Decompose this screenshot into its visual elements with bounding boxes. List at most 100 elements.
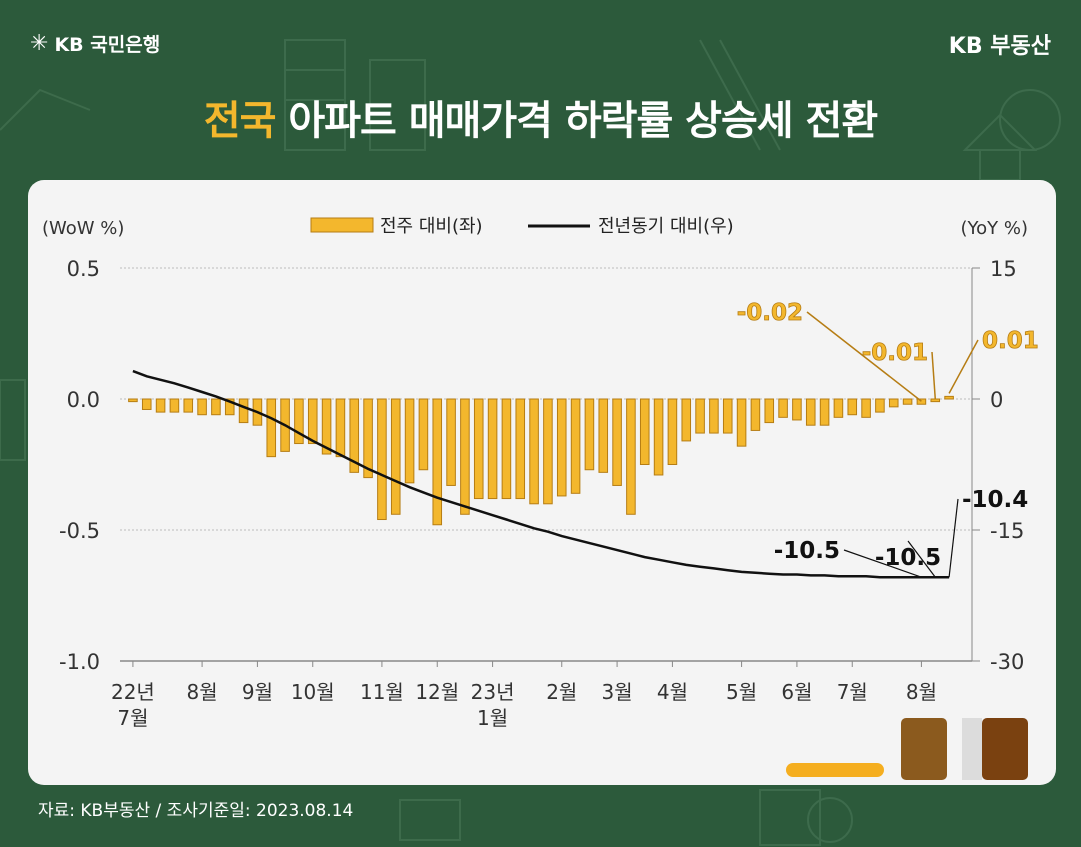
bar-wow [404,398,415,484]
bar-annotation-leader [806,311,922,402]
x-tick-label: 22년 [111,680,155,704]
yellow-bar-decoration [786,763,884,777]
bar-wow [446,398,456,486]
legend-bar-label: 전주 대비(좌) [380,216,483,237]
bar-annotation-leader [931,351,936,399]
kb-star-icon: ✳ [30,31,49,56]
left-tick-label: 0.0 [67,388,100,412]
building-outline-decoration [284,39,346,151]
bar-wow [321,398,332,455]
bar-wow [833,398,844,418]
brown-block-decoration [982,718,1028,780]
bar-wow [861,398,871,418]
bar-wow [363,398,373,479]
bar-wow [847,398,858,416]
bar-wow [169,398,180,413]
line-annotation-leader [843,549,922,578]
x-tick-label: 8월 [187,680,218,704]
bar-wow [183,398,194,413]
right-tick-label: -15 [990,519,1024,543]
bar-wow [930,398,941,403]
right-axis-label: (YoY %) [961,218,1028,239]
bar-annotation-label: -0.02 [737,300,803,326]
bar-wow [473,398,484,500]
bar-wow [529,398,539,505]
bar-wow [377,398,387,521]
bar-wow [141,398,152,410]
x-tick-label: 6월 [781,680,812,704]
combo-chart: 0.5 0.0 -0.5 -1.0 15 0 -15 -30 (WoW %) (YoY %) 전주 … [42,216,1039,780]
bar-wow [653,398,664,476]
bar-wow [570,398,581,494]
x-tick-label: 12월 [415,680,459,704]
line-annotation-label: -10.5 [875,545,941,571]
brown-block-decoration [901,718,947,780]
gray-block-decoration [962,718,982,780]
x-tick-label: 7월 [117,706,148,730]
x-tick-label: 2월 [546,680,577,704]
x-tick-label: 4월 [657,680,688,704]
bar-wow [612,398,622,486]
bar-wow [294,398,304,445]
page-title-rest: 아파트 매매가격 하락률 상승세 전환 [275,98,878,144]
bar-wow [695,398,705,434]
bar-wow [432,398,443,526]
bar-wow [418,398,429,471]
kb-bank-logo-text: KB 국민은행 [54,34,161,56]
bar-wow [709,398,719,434]
x-tick-label: 5월 [726,680,757,704]
building-outline-decoration [369,59,426,151]
line-yoy [132,369,950,579]
x-tick-label: 1월 [477,706,508,730]
bar-wow [639,398,650,465]
left-tick-label: -1.0 [59,650,100,674]
bar-wow [211,398,221,416]
legend-bar-swatch [310,217,374,233]
right-tick-label: 0 [990,388,1003,412]
x-tick-label: 3월 [602,680,633,704]
bar-wow [778,398,788,418]
bar-wow [667,398,678,465]
building-outline-decoration [0,379,26,461]
bar-wow [902,398,913,405]
bar-wow [460,398,470,515]
ruler-decoration [699,39,761,151]
bar-wow [888,398,899,408]
coin-decoration [807,797,853,843]
bar-wow [736,398,747,447]
kb-real-estate-logo: KB 부동산 [948,34,1051,59]
line-annotation-label: -10.4 [962,487,1028,513]
page-title: 전국 아파트 매매가격 하락률 상승세 전환 [0,88,1081,146]
bar-wow [238,398,249,424]
chart-card: 0.5 0.0 -0.5 -1.0 15 0 -15 -30 (WoW %) (YoY %) 전주 … [28,180,1056,785]
left-tick-label: -0.5 [59,519,100,543]
bar-wow [335,398,346,458]
bar-wow [349,398,360,473]
calculator-decoration [399,799,461,841]
left-tick-label: 0.5 [67,257,100,281]
bar-wow [819,398,830,426]
bar-wow [750,398,761,431]
bar-wow [390,398,401,515]
bar-wow [128,398,138,403]
x-tick-label: 7월 [837,680,868,704]
x-tick-label: 23년 [471,680,515,704]
bar-wow [792,398,802,421]
bar-wow [626,398,636,515]
left-axis-label: (WoW %) [42,218,124,239]
bar-wow [307,398,318,445]
x-tick-label: 10월 [291,680,335,704]
bar-wow [224,398,235,416]
bar-wow [598,398,609,473]
bar-wow [487,398,498,500]
bar-wow [681,398,692,442]
bar-wow [197,398,207,416]
x-tick-label: 8월 [906,680,937,704]
bar-annotation-leader [948,339,979,394]
line-annotation-label: -10.5 [774,538,840,564]
bar-wow [875,398,885,413]
bar-wow [155,398,166,413]
bar-wow [764,398,775,424]
house-outline-decoration [979,149,1021,181]
bar-wow [543,398,553,505]
